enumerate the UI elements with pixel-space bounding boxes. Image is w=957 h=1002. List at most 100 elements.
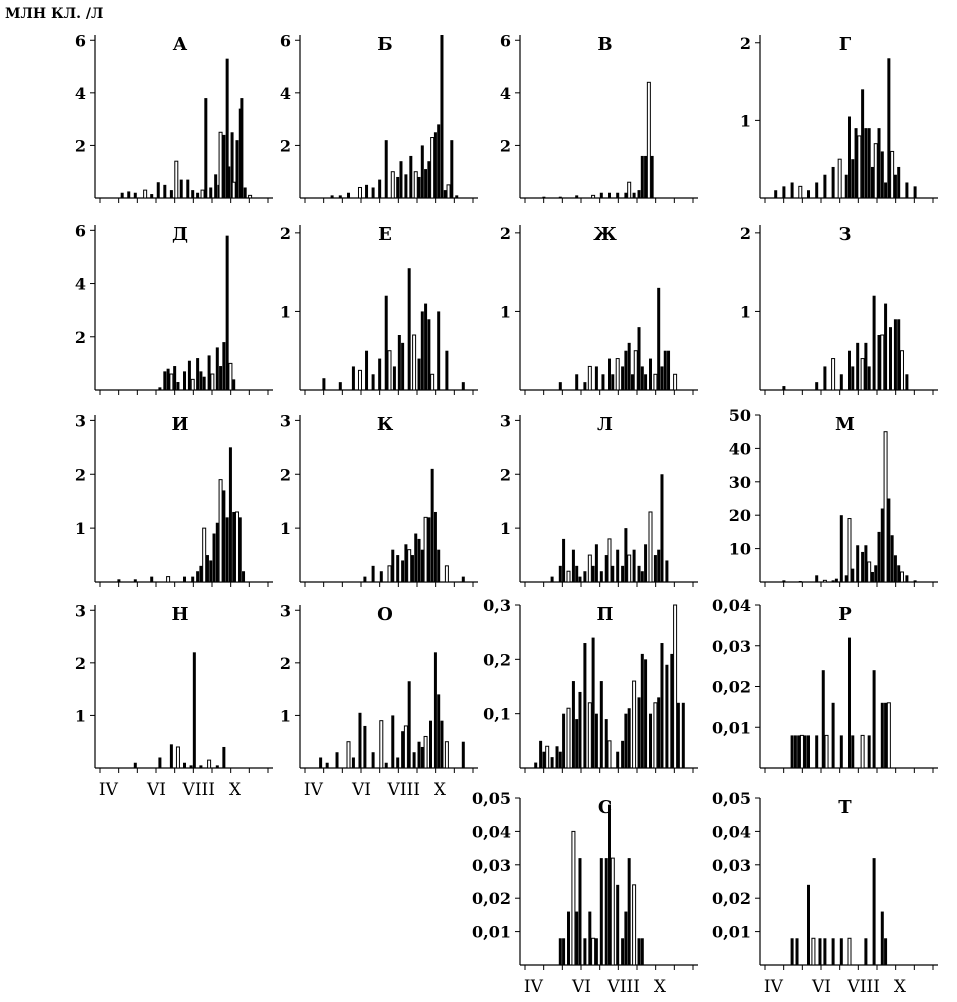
bar xyxy=(199,765,203,768)
bar xyxy=(624,713,628,768)
bar xyxy=(803,735,807,768)
bar xyxy=(365,184,369,198)
panel-title: И xyxy=(171,414,188,435)
bar xyxy=(851,735,855,768)
bar xyxy=(240,98,244,198)
bar xyxy=(899,571,904,583)
bar xyxy=(646,81,651,199)
bar xyxy=(209,560,213,582)
panel-title: З xyxy=(839,224,852,245)
bar xyxy=(379,571,383,582)
bar xyxy=(660,366,664,390)
bar xyxy=(228,362,233,391)
bar xyxy=(839,515,843,582)
bar xyxy=(371,187,375,198)
bar xyxy=(120,192,124,198)
bar xyxy=(215,347,219,390)
month-label: X xyxy=(654,977,667,997)
bar xyxy=(583,643,587,768)
bar xyxy=(815,575,819,582)
chart-panel: 2 4 6 А xyxy=(75,31,273,203)
y-tick-label: 1 xyxy=(500,302,511,321)
bar xyxy=(632,680,637,769)
bar xyxy=(599,858,603,965)
bar xyxy=(225,58,229,199)
bar xyxy=(430,468,434,582)
y-tick-label: 4 xyxy=(500,84,511,103)
bar xyxy=(660,643,664,768)
bar xyxy=(627,554,632,583)
bar xyxy=(174,160,179,199)
panel-title: Г xyxy=(839,34,852,55)
bar xyxy=(880,151,884,198)
bar xyxy=(430,373,435,391)
bar xyxy=(401,342,405,390)
bar xyxy=(665,560,669,582)
y-tick-label: 30 xyxy=(729,473,751,492)
bar xyxy=(599,571,603,582)
bar xyxy=(847,518,852,583)
bar xyxy=(427,517,431,582)
bar xyxy=(648,511,653,583)
bar xyxy=(644,155,648,198)
bar xyxy=(897,166,901,198)
chart-panel: 1 2 Г xyxy=(740,34,938,203)
bar xyxy=(365,350,369,390)
bar xyxy=(443,190,447,198)
bar xyxy=(199,371,203,390)
bar xyxy=(611,374,615,390)
panel-title: К xyxy=(377,414,394,435)
bar xyxy=(191,576,195,582)
bar xyxy=(575,911,579,965)
y-tick-label: 3 xyxy=(75,411,86,430)
bar xyxy=(660,474,664,582)
y-tick-label: 0,03 xyxy=(712,856,751,875)
y-tick-label: 6 xyxy=(500,31,511,50)
bar xyxy=(183,371,186,390)
bar xyxy=(831,580,835,582)
bar xyxy=(889,327,892,390)
chart-panel: 1 2 3 К xyxy=(280,411,478,587)
bar xyxy=(212,533,216,582)
bar xyxy=(427,161,431,198)
month-label: VI xyxy=(811,977,831,997)
bar xyxy=(562,938,566,965)
bar xyxy=(583,938,587,965)
bar xyxy=(542,751,546,768)
bar xyxy=(156,182,160,198)
bar xyxy=(423,735,428,769)
y-tick-label: 1 xyxy=(740,302,751,321)
bar xyxy=(905,575,909,582)
bar xyxy=(587,554,592,583)
panel-title: Н xyxy=(171,604,188,625)
bar xyxy=(884,702,888,768)
bar xyxy=(202,527,207,583)
y-tick-label: 6 xyxy=(280,31,291,50)
bar xyxy=(409,155,413,198)
y-tick-label: 2 xyxy=(280,136,291,155)
chart-panel: 1 2 Ж xyxy=(500,224,698,395)
bar xyxy=(644,374,648,390)
bar xyxy=(390,171,395,199)
bar xyxy=(861,551,865,582)
bar xyxy=(232,511,236,582)
y-tick-label: 2 xyxy=(280,224,291,243)
bar xyxy=(363,725,367,768)
y-tick-label: 10 xyxy=(729,540,751,559)
bar xyxy=(571,681,575,768)
bar xyxy=(117,579,121,582)
bar xyxy=(357,369,362,391)
y-tick-label: 0,2 xyxy=(483,650,511,669)
bar xyxy=(575,374,579,390)
bar xyxy=(423,516,428,583)
bar xyxy=(774,190,778,198)
bar xyxy=(566,570,571,583)
bar xyxy=(815,182,819,198)
bar xyxy=(420,549,424,582)
bar xyxy=(158,757,162,768)
bar xyxy=(627,708,631,768)
bar xyxy=(228,447,232,582)
bar xyxy=(357,186,362,199)
bar xyxy=(387,350,392,391)
